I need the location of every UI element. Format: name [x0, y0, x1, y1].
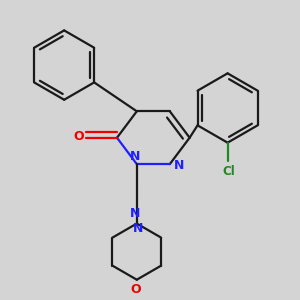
Text: N: N — [130, 150, 140, 163]
Text: Cl: Cl — [223, 165, 236, 178]
Text: N: N — [130, 207, 140, 220]
Text: N: N — [174, 159, 184, 172]
Text: O: O — [130, 283, 141, 296]
Text: O: O — [73, 130, 84, 143]
Text: N: N — [133, 222, 144, 235]
